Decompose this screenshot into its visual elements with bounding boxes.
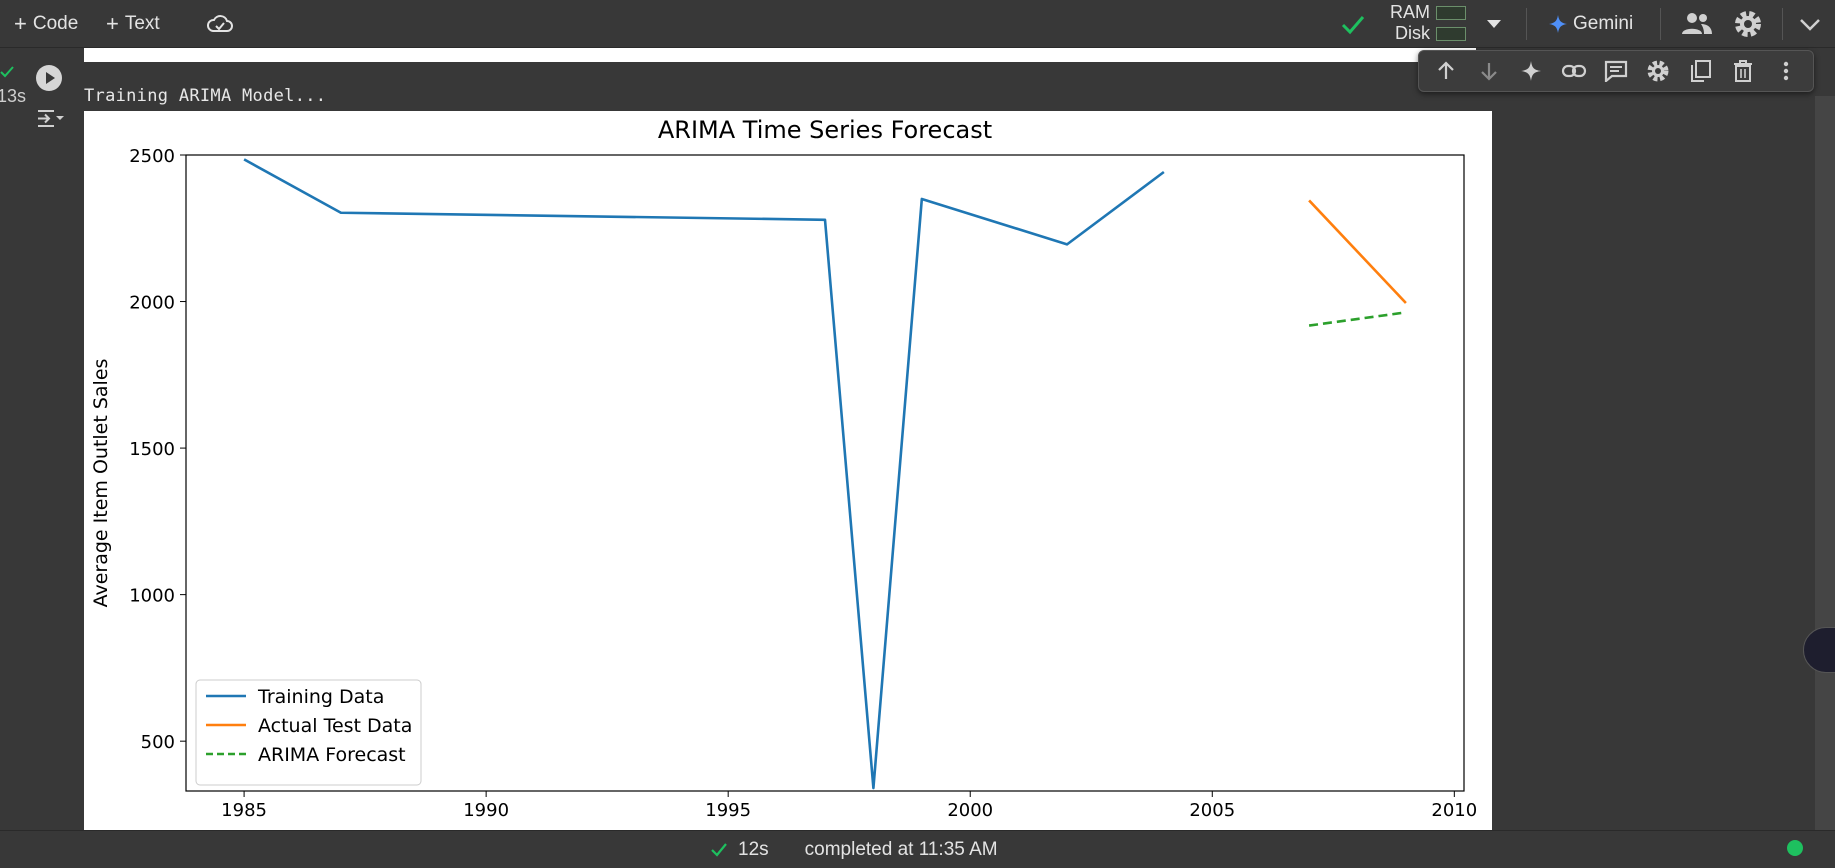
chart-title: ARIMA Time Series Forecast bbox=[658, 116, 992, 144]
cell-status-check-icon bbox=[0, 66, 14, 78]
toolbar-divider bbox=[1526, 8, 1527, 40]
mirror-cell-icon bbox=[1690, 60, 1711, 82]
plus-icon: + bbox=[106, 11, 119, 36]
series-line-1 bbox=[243, 158, 1165, 790]
status-bar: 12s completed at 11:35 AM bbox=[0, 830, 1835, 868]
mirror-cell-button[interactable] bbox=[1684, 54, 1718, 88]
y-tick-label: 2500 bbox=[129, 146, 175, 167]
trash-icon bbox=[1734, 60, 1753, 82]
y-axis-label: Average Item Outlet Sales bbox=[90, 359, 112, 608]
cell-gutter: 13s bbox=[0, 48, 84, 830]
toolbar-divider bbox=[1782, 8, 1783, 40]
series-line-3 bbox=[1308, 311, 1407, 327]
share-people-icon[interactable] bbox=[1680, 10, 1714, 38]
legend-label-1: Training Data bbox=[257, 686, 384, 708]
cell-exec-time: 13s bbox=[0, 86, 26, 106]
cell-settings-button[interactable] bbox=[1641, 54, 1675, 88]
link-icon bbox=[1561, 64, 1586, 78]
cell-output-text: Training ARIMA Model... bbox=[84, 86, 327, 106]
chart-svg: ARIMA Time Series Forecast Average Item O… bbox=[90, 116, 1477, 821]
x-tick-label: 2005 bbox=[1189, 800, 1235, 821]
add-text-button[interactable]: + Text bbox=[106, 10, 160, 38]
y-tick-label: 2000 bbox=[129, 293, 175, 314]
ram-label: RAM bbox=[1390, 2, 1430, 22]
drive-save-button[interactable] bbox=[206, 10, 234, 38]
plot-frame bbox=[185, 154, 1465, 792]
x-tick-label: 1995 bbox=[705, 800, 751, 821]
toolbar-divider bbox=[1660, 8, 1661, 40]
connected-check-icon bbox=[1341, 16, 1365, 35]
gemini-sparkle-icon bbox=[1549, 15, 1567, 33]
settings-gear-icon[interactable] bbox=[1732, 8, 1764, 40]
gemini-button[interactable]: Gemini bbox=[1549, 10, 1633, 38]
scrollbar[interactable] bbox=[1815, 96, 1835, 830]
sparkle-icon bbox=[1521, 61, 1542, 81]
add-comment-button[interactable] bbox=[1599, 54, 1633, 88]
legend-box bbox=[195, 679, 422, 786]
disk-label: Disk bbox=[1395, 23, 1430, 43]
collapse-chevron-icon[interactable] bbox=[1798, 16, 1822, 32]
cell-toolbar bbox=[1418, 50, 1814, 92]
add-text-label: Text bbox=[124, 13, 160, 34]
x-tick-label: 2010 bbox=[1431, 800, 1477, 821]
connection-status-dot bbox=[1787, 840, 1803, 856]
plus-icon: + bbox=[14, 11, 27, 36]
add-code-button[interactable]: + Code bbox=[14, 10, 78, 38]
gemini-label: Gemini bbox=[1573, 13, 1634, 34]
status-duration: 12s bbox=[738, 839, 769, 860]
x-tick-label: 2000 bbox=[947, 800, 993, 821]
delete-cell-button[interactable] bbox=[1726, 54, 1760, 88]
legend-label-2: Actual Test Data bbox=[258, 715, 412, 737]
comment-icon bbox=[1604, 60, 1628, 82]
x-tick-label: 1990 bbox=[463, 800, 509, 821]
series-line-2 bbox=[1308, 199, 1407, 304]
x-tick-label: 1985 bbox=[221, 800, 267, 821]
y-tick-label: 1500 bbox=[129, 439, 175, 460]
previous-cell-output bbox=[84, 48, 1476, 62]
execution-status[interactable]: 12s completed at 11:35 AM bbox=[710, 839, 998, 861]
ram-bar bbox=[1436, 5, 1466, 20]
move-cell-up-button[interactable] bbox=[1429, 54, 1463, 88]
add-code-label: Code bbox=[32, 13, 79, 34]
gemini-cell-button[interactable] bbox=[1514, 54, 1548, 88]
status-check-icon bbox=[711, 843, 727, 857]
more-actions-button[interactable] bbox=[1769, 54, 1803, 88]
gear-icon bbox=[1647, 60, 1669, 82]
status-completed: completed at 11:35 AM bbox=[804, 839, 998, 860]
disk-bar bbox=[1436, 26, 1466, 41]
resource-monitor[interactable]: RAM Disk bbox=[1376, 2, 1466, 46]
arrow-down-icon bbox=[1480, 63, 1497, 81]
run-cell-icon[interactable] bbox=[35, 64, 63, 92]
top-toolbar: + Code + Text RAM Disk Gemini bbox=[0, 0, 1835, 48]
copy-link-button[interactable] bbox=[1557, 54, 1591, 88]
side-assistant-pill[interactable] bbox=[1803, 627, 1835, 673]
y-tick-label: 500 bbox=[141, 732, 175, 753]
legend-label-3: ARIMA Forecast bbox=[258, 744, 406, 766]
arrow-up-icon bbox=[1438, 61, 1454, 79]
output-actions-icon[interactable] bbox=[35, 106, 65, 132]
y-tick-label: 1000 bbox=[129, 586, 175, 607]
move-cell-down-button[interactable] bbox=[1472, 54, 1506, 88]
cloud-icon bbox=[207, 15, 233, 32]
more-vert-icon bbox=[1783, 61, 1788, 81]
chart-figure: ARIMA Time Series Forecast Average Item O… bbox=[84, 111, 1492, 830]
runtime-dropdown-icon[interactable] bbox=[1485, 16, 1503, 32]
